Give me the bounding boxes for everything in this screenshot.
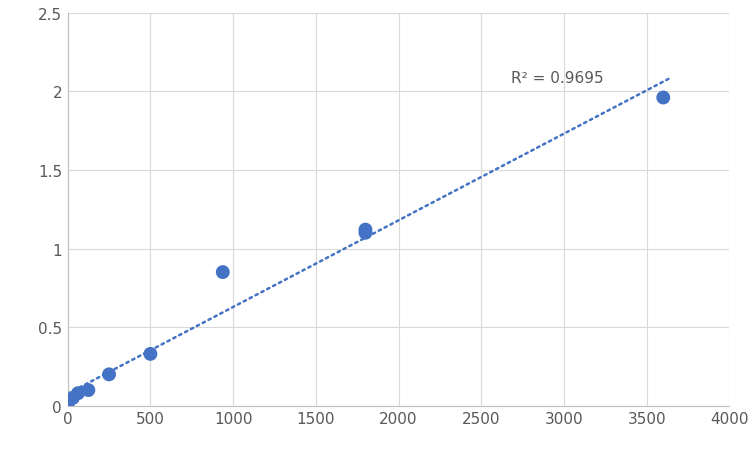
Point bbox=[657, 95, 669, 102]
Point bbox=[103, 371, 115, 378]
Point bbox=[67, 395, 79, 402]
Point bbox=[359, 230, 371, 237]
Text: R² = 0.9695: R² = 0.9695 bbox=[511, 71, 604, 86]
Point bbox=[217, 269, 229, 276]
Point bbox=[144, 350, 156, 358]
Point bbox=[62, 402, 74, 410]
Point bbox=[359, 226, 371, 234]
Point bbox=[82, 387, 94, 394]
Point bbox=[72, 390, 84, 397]
